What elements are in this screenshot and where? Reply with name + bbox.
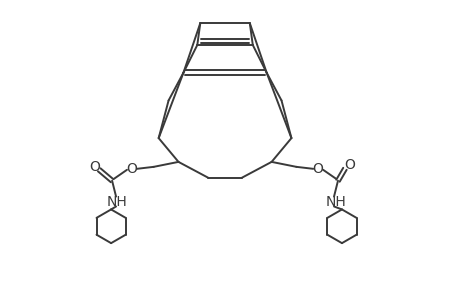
- Text: O: O: [89, 160, 100, 174]
- Text: O: O: [126, 162, 137, 176]
- Text: O: O: [344, 158, 354, 172]
- Text: O: O: [312, 162, 323, 176]
- Text: NH: NH: [106, 194, 127, 208]
- Text: NH: NH: [325, 194, 346, 208]
